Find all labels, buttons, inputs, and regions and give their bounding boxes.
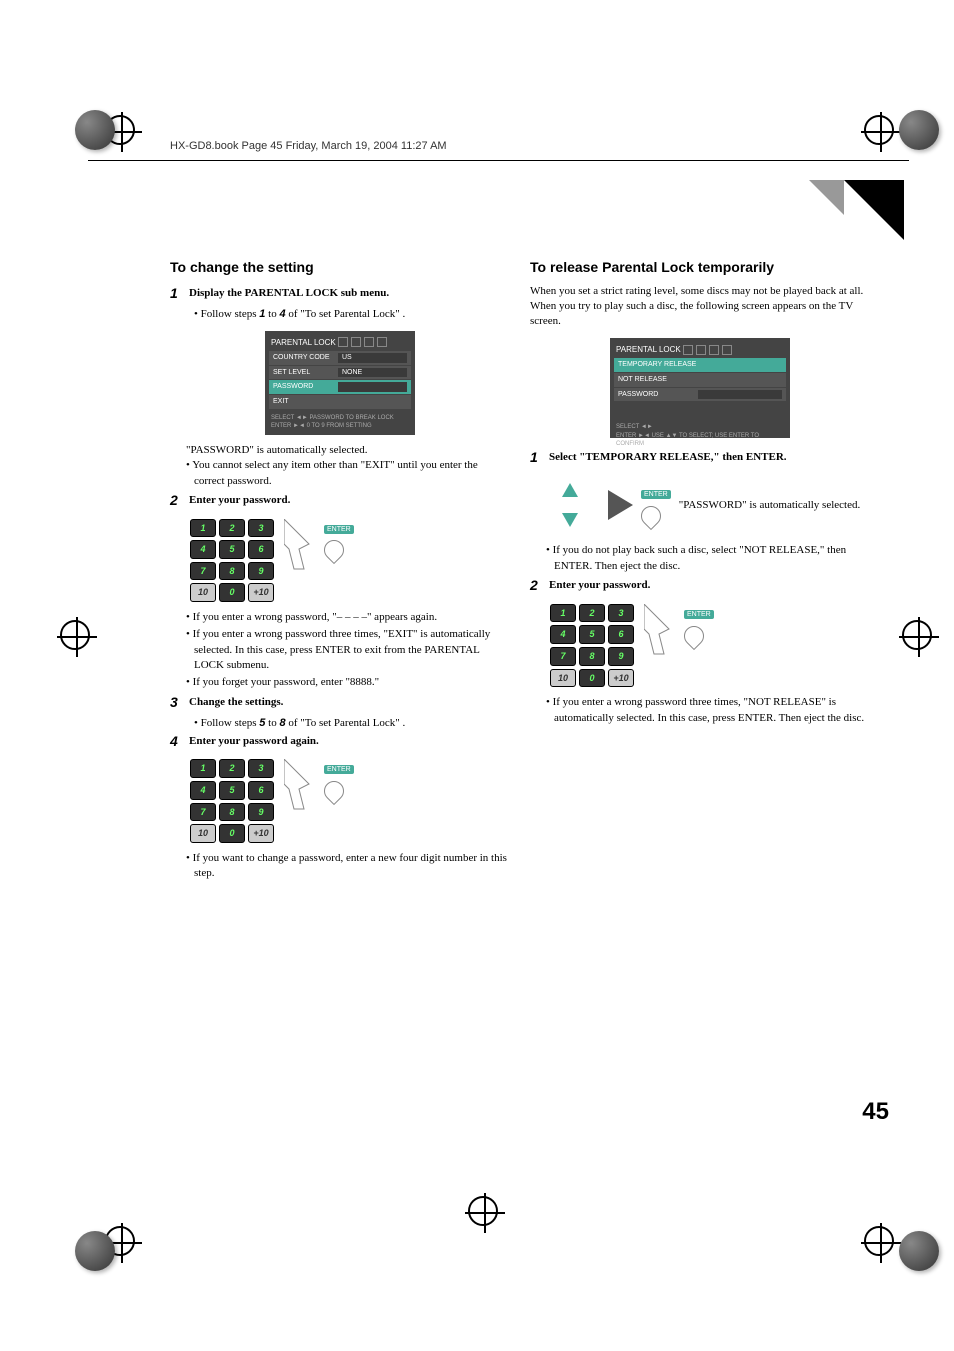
crop-mark: [864, 115, 904, 155]
not-release-note: • If you do not play back such a disc, s…: [530, 543, 870, 574]
follow-steps-note: • Follow steps 5 to 8 of "To set Parenta…: [170, 716, 510, 731]
crop-mark: [60, 620, 100, 660]
section-title-release: To release Parental Lock temporarily: [530, 258, 870, 278]
lens-icon: [320, 777, 348, 805]
forgot-pwd-note: • If you forget your password, enter "88…: [170, 675, 510, 690]
osd-release-menu: PARENTAL LOCK TEMPORARY RELEASE NOT RELE…: [610, 338, 790, 438]
keypad-diagram: 123 456 789 100+10 ENTER: [190, 759, 510, 842]
step-number: 1: [530, 448, 546, 468]
keypad-diagram: 123 456 789 100+10 ENTER: [550, 604, 870, 687]
crop-mark: [864, 1226, 904, 1266]
binder-sphere: [75, 110, 115, 150]
step-text: Enter your password again.: [189, 735, 319, 747]
pwd-auto-note: "PASSWORD" is automatically selected.: [679, 498, 861, 513]
step-text: Change the settings.: [189, 696, 283, 708]
crop-mark: [468, 1196, 508, 1236]
nav-diagram: ENTER "PASSWORD" is automatically select…: [540, 475, 870, 535]
step-number: 2: [170, 491, 186, 511]
step-text: Select "TEMPORARY RELEASE," then ENTER.: [549, 451, 787, 463]
enter-label: ENTER: [324, 765, 354, 774]
enter-label: ENTER: [641, 490, 671, 499]
osd-parental-lock-menu: PARENTAL LOCK COUNTRY CODEUS SET LEVELNO…: [265, 331, 415, 435]
wrong-pwd-three-note: • If you enter a wrong password three ti…: [530, 695, 870, 726]
step-text: Display the PARENTAL LOCK sub menu.: [189, 287, 389, 299]
password-auto-note: "PASSWORD" is automatically selected.: [170, 443, 510, 458]
header-line: [88, 160, 909, 161]
binder-sphere: [899, 1231, 939, 1271]
step-text: Enter your password.: [189, 494, 290, 506]
lens-icon: [680, 621, 708, 649]
wrong-pwd-note: • If you enter a wrong password, "– – – …: [170, 610, 510, 625]
change-pwd-note: • If you want to change a password, ente…: [170, 851, 510, 882]
three-times-note: • If you enter a wrong password three ti…: [170, 627, 510, 673]
page-corner-decoration: [844, 180, 904, 240]
binder-sphere: [899, 110, 939, 150]
right-column: To release Parental Lock temporarily Whe…: [530, 258, 870, 884]
section-title-change: To change the setting: [170, 258, 510, 278]
crop-mark: [902, 620, 942, 660]
left-column: To change the setting 1 Display the PARE…: [170, 258, 510, 884]
step-text: Enter your password.: [549, 579, 650, 591]
exit-note: • You cannot select any item other than …: [170, 458, 510, 489]
enter-label: ENTER: [684, 610, 714, 619]
lens-icon: [320, 536, 348, 564]
step-number: 4: [170, 732, 186, 752]
lens-icon: [637, 502, 665, 530]
intro-text: When you set a strict rating level, some…: [530, 284, 870, 330]
step-number: 1: [170, 284, 186, 304]
page-number: 45: [862, 1098, 889, 1126]
binder-sphere: [75, 1231, 115, 1271]
step-number: 3: [170, 693, 186, 713]
keypad-diagram: 123 456 789 100+10 ENTER: [190, 519, 510, 602]
enter-label: ENTER: [324, 525, 354, 534]
step-number: 2: [530, 576, 546, 596]
follow-steps-note: • Follow steps 1 to 4 of "To set Parenta…: [170, 307, 510, 322]
header-filename: HX-GD8.book Page 45 Friday, March 19, 20…: [170, 140, 447, 152]
